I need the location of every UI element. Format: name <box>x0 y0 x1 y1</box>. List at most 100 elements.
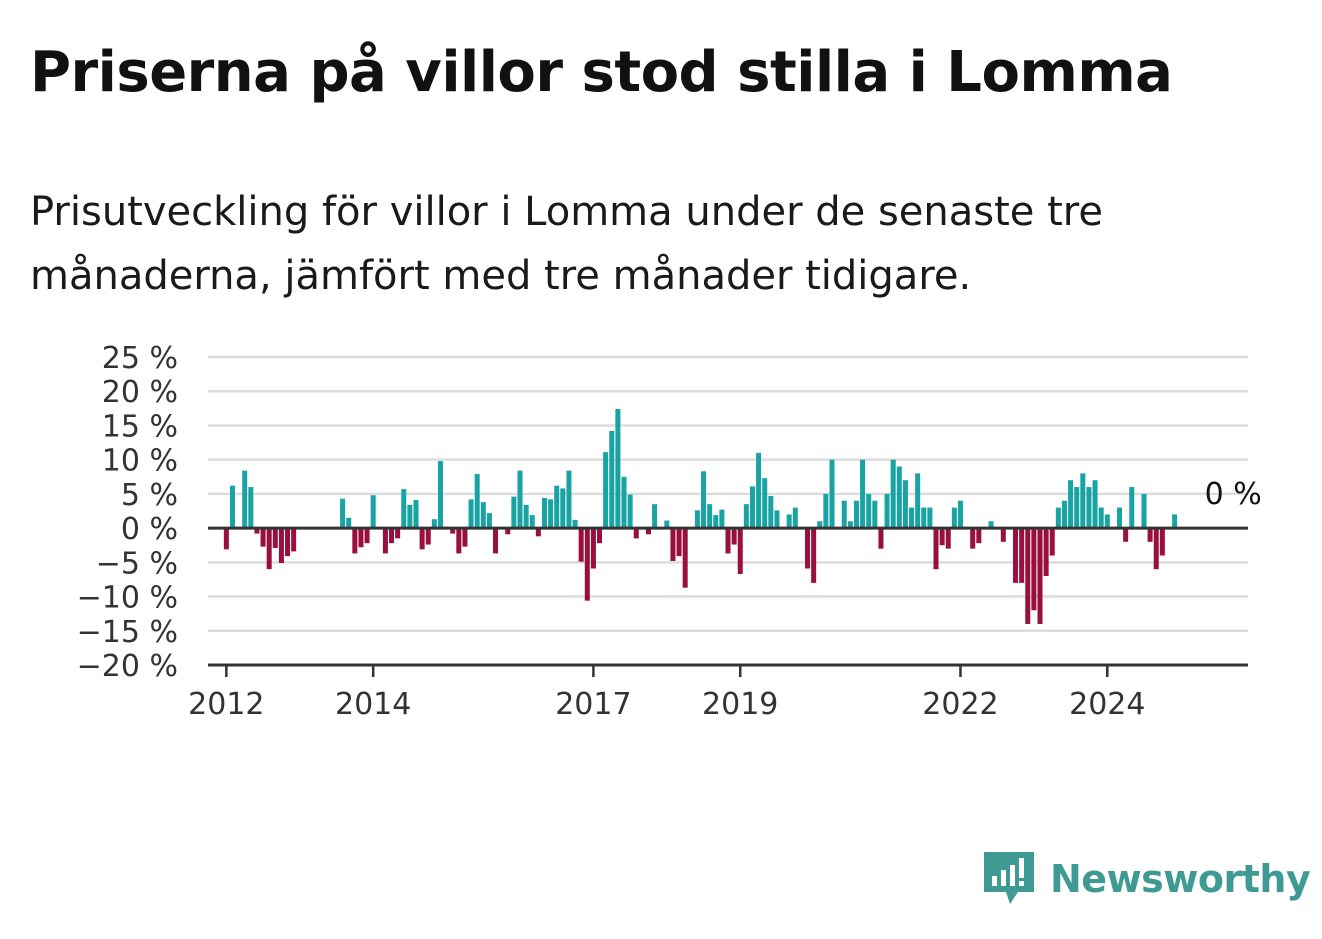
bar <box>260 528 266 547</box>
bar <box>1092 480 1098 529</box>
bar <box>358 528 364 548</box>
y-axis-tick-labels: 25 %20 %15 %10 %5 %0 %−5 %−10 %−15 %−20 … <box>77 341 178 684</box>
bar <box>976 528 982 544</box>
bar <box>909 507 915 529</box>
x-tick-label: 2019 <box>702 687 778 722</box>
bar <box>1098 507 1104 529</box>
bar <box>731 528 737 545</box>
bar <box>389 528 395 544</box>
bar <box>462 528 468 547</box>
bar <box>621 476 627 529</box>
bar <box>1037 528 1043 624</box>
grid-lines <box>208 355 1248 633</box>
bar <box>431 519 437 529</box>
bar <box>1123 528 1129 542</box>
bar <box>413 500 419 529</box>
x-tick-label: 2022 <box>922 687 998 722</box>
bar <box>603 452 609 529</box>
bar <box>737 528 743 574</box>
bar <box>1172 514 1178 529</box>
bar <box>560 488 566 529</box>
bar <box>450 528 456 534</box>
bar <box>652 504 658 529</box>
bar <box>841 500 847 529</box>
bar <box>1043 528 1049 577</box>
bar <box>951 507 957 529</box>
bar <box>486 513 492 529</box>
bar <box>988 521 994 529</box>
bar <box>572 519 578 529</box>
bar <box>762 478 768 529</box>
bar <box>774 510 780 529</box>
bar <box>541 498 547 529</box>
bar <box>480 502 486 529</box>
bar <box>1074 487 1080 529</box>
bar <box>1080 473 1086 529</box>
bar <box>670 528 676 561</box>
bar <box>1055 507 1061 529</box>
bar <box>1104 514 1110 529</box>
bar <box>878 528 884 549</box>
bar <box>1031 528 1037 611</box>
brand-name: Newsworthy <box>1050 857 1311 901</box>
bar <box>743 504 749 529</box>
bar <box>590 528 596 569</box>
bar <box>517 470 523 529</box>
bar <box>1129 487 1135 529</box>
bar <box>425 528 431 545</box>
bar <box>1049 528 1055 556</box>
bar <box>866 493 872 529</box>
bar <box>254 528 260 534</box>
bar <box>352 528 358 554</box>
newsworthy-logo-icon <box>980 846 1042 912</box>
bar <box>272 528 278 548</box>
x-tick-label: 2012 <box>188 687 264 722</box>
bar <box>229 485 235 529</box>
bar <box>419 528 425 550</box>
bar <box>749 486 755 529</box>
bar <box>340 498 346 529</box>
bar <box>786 514 792 529</box>
bar <box>584 528 590 601</box>
bar <box>707 504 713 529</box>
bar <box>223 528 229 550</box>
bars <box>223 409 1178 624</box>
bar <box>291 528 297 552</box>
bar <box>701 471 707 529</box>
bar-chart: 25 %20 %15 %10 %5 %0 %−5 %−10 %−15 %−20 … <box>77 341 1262 722</box>
bar <box>1159 528 1165 556</box>
y-tick-label: 25 % <box>102 341 178 376</box>
bar <box>676 528 682 557</box>
y-tick-label: 0 % <box>121 512 178 547</box>
bar <box>346 517 352 529</box>
bar <box>285 528 291 557</box>
bar <box>505 528 511 535</box>
bar <box>823 493 829 529</box>
bar <box>829 459 835 529</box>
x-tick-label: 2024 <box>1069 687 1145 722</box>
y-tick-label: −10 % <box>77 581 178 616</box>
bar <box>266 528 272 570</box>
bar <box>535 528 541 537</box>
bar <box>554 485 560 529</box>
bar <box>248 487 254 529</box>
bar <box>896 466 902 529</box>
bar <box>664 520 670 529</box>
y-tick-label: −15 % <box>77 615 178 650</box>
bar <box>817 521 823 529</box>
bar <box>860 459 866 529</box>
bar <box>278 528 284 564</box>
bar <box>566 470 572 529</box>
bar <box>872 500 878 529</box>
bar <box>493 528 499 554</box>
bar <box>719 509 725 529</box>
bar <box>242 470 248 529</box>
bar <box>921 507 927 529</box>
x-axis-tick-labels: 2012 2014 2017 2019 2022 2024 <box>188 665 1145 722</box>
bar <box>633 528 639 539</box>
y-tick-label: 20 % <box>102 375 178 410</box>
bar <box>468 499 474 529</box>
bar <box>1147 528 1153 542</box>
bar <box>1000 528 1006 542</box>
bar <box>811 528 817 583</box>
